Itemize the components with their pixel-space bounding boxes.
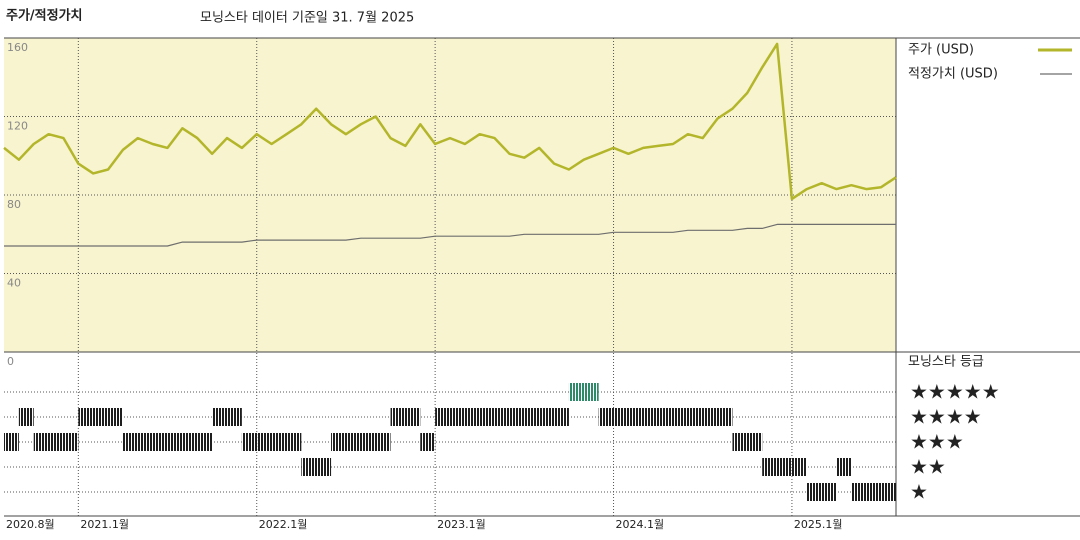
rating-segment: [762, 458, 807, 476]
rating-segment: [390, 408, 421, 426]
rating-segment: [331, 433, 391, 451]
rating-segment: [78, 408, 123, 426]
y-tick-label: 0: [7, 355, 14, 368]
x-tick-label: 2023.1월: [437, 518, 486, 531]
rating-segment: [420, 433, 436, 451]
rating-label: ★★★★★: [910, 380, 1000, 404]
rating-segment: [568, 383, 599, 401]
price-panel: [4, 38, 896, 352]
rating-segment: [851, 483, 896, 501]
rating-segment: [836, 458, 852, 476]
rating-segment: [806, 483, 837, 501]
rating-segment: [18, 408, 34, 426]
y-tick-label: 160: [7, 41, 28, 54]
rating-title: 모닝스타 등급: [908, 355, 984, 370]
rating-label: ★★★★: [910, 405, 982, 429]
rating-label: ★: [910, 480, 928, 504]
chart-subtitle: 모닝스타 데이터 기준일 31. 7월 2025: [200, 11, 414, 26]
rating-segment: [33, 433, 79, 451]
rating-segment: [435, 408, 569, 426]
y-tick-label: 120: [7, 120, 28, 133]
legend-label: 주가 (USD): [908, 43, 974, 58]
legend-label: 적정가치 (USD): [908, 67, 998, 82]
x-tick-label: 2024.1월: [616, 518, 665, 531]
rating-label: ★★: [910, 455, 946, 479]
rating-segment: [4, 433, 19, 451]
rating-segment: [301, 458, 332, 476]
series-line: [3, 42, 897, 201]
x-tick-label: 2020.8월: [6, 518, 55, 531]
x-tick-label: 2025.1월: [794, 518, 843, 531]
rating-segment: [122, 433, 213, 451]
rating-segment: [598, 408, 733, 426]
rating-label: ★★★: [910, 430, 964, 454]
rating-segment: [732, 433, 763, 451]
x-tick-label: 2022.1월: [259, 518, 308, 531]
series-line: [4, 223, 896, 247]
x-tick-label: 2021.1월: [80, 518, 129, 531]
y-tick-label: 80: [7, 198, 21, 211]
rating-segment: [212, 408, 242, 426]
rating-segment: [241, 433, 302, 451]
chart-title: 주가/적정가치: [6, 8, 83, 24]
y-tick-label: 40: [7, 277, 21, 290]
